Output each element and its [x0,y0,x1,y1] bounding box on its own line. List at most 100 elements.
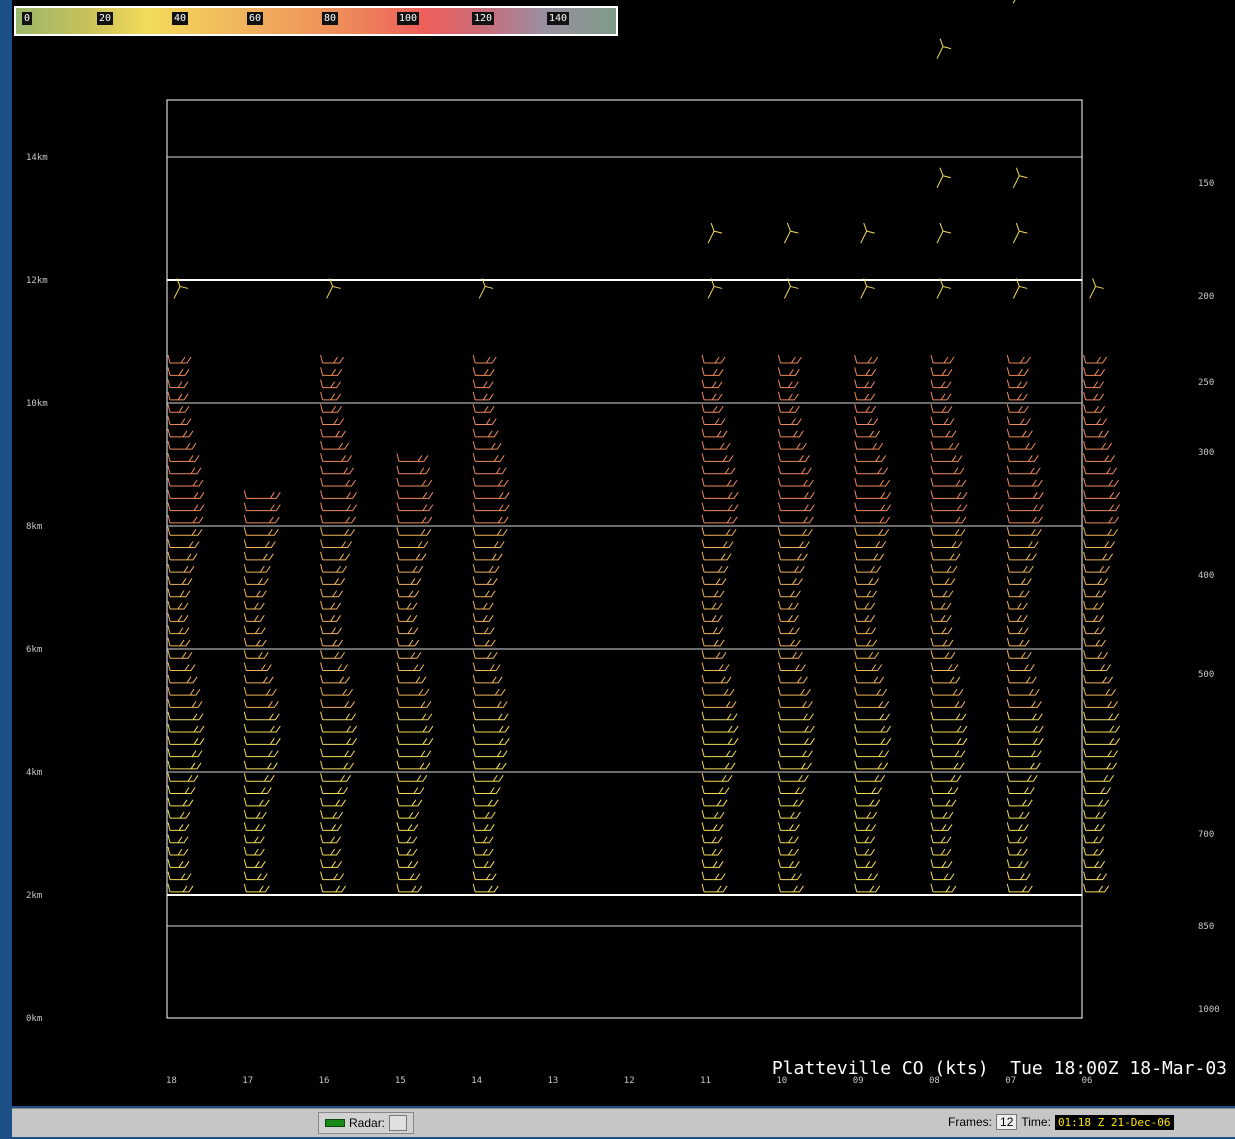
wind-barb [854,453,887,462]
wind-barb [701,834,723,844]
wind-barb [930,527,966,536]
wind-barb [701,514,738,524]
wind-barb [1083,539,1116,549]
wind-barb [472,662,501,672]
radar-toggle-button[interactable] [389,1115,408,1131]
height-tick-label: 6km [26,645,42,655]
wind-barb [396,736,434,745]
wind-barb [396,773,428,782]
wind-barb [243,797,270,807]
wind-barb [472,699,508,708]
wind-barb [396,846,418,856]
wind-barb [854,711,891,721]
wind-barb [701,883,728,893]
wind-barb [930,797,957,807]
wind-barb [320,391,342,401]
radar-control[interactable]: Radar: [318,1112,415,1134]
wind-barb [243,859,266,868]
wind-barb [243,576,269,585]
wind-barb [936,222,952,244]
frames-count-field[interactable]: 12 [996,1114,1018,1130]
wind-barb [320,453,353,462]
wind-barb [1006,760,1041,770]
wind-barb [701,588,725,598]
wind-barb [1006,699,1042,708]
wind-barb [243,637,267,647]
wind-barb [854,527,890,536]
wind-barb [936,38,952,59]
wind-barb [243,662,272,672]
wind-barb [396,551,427,561]
colorbar-label: 20 [97,12,114,25]
wind-barb [930,760,965,770]
time-tick-label: 07 [1005,1076,1016,1086]
wind-barb [320,551,351,561]
wind-barb [701,527,737,536]
wind-barb [1083,354,1108,364]
wind-barb [854,477,891,487]
wind-barb [701,600,723,610]
wind-barb [472,551,503,561]
wind-barb [1083,723,1121,733]
time-tick-label: 11 [700,1076,711,1086]
wind-barb [243,773,275,782]
wind-barb [1083,502,1121,512]
wind-barb [930,441,960,450]
wind-barb [396,490,434,499]
wind-barb [320,822,343,831]
height-tick-label: 8km [26,522,42,532]
wind-barb [701,736,739,745]
wind-barb [930,613,952,622]
wind-barb [243,711,280,721]
wind-barb [777,625,800,635]
wind-barb [930,773,962,782]
wind-barb [1006,723,1044,733]
wind-barb [930,846,952,856]
wind-barb [777,822,800,831]
wind-barb [854,846,876,856]
wind-profile-chart: 14km 12km 10km 8km 6km 4km 2km 0km 150 200 250 300… [26,0,1220,1086]
wind-barb [701,404,724,413]
wind-barb [777,441,807,450]
wind-barb [777,748,813,758]
wind-barb [1006,637,1030,647]
wind-barb [1006,477,1043,487]
wind-barb [930,637,954,647]
wind-barb [167,662,196,672]
wind-barb [930,551,961,561]
wind-barb [854,736,892,745]
wind-barb [701,539,734,549]
wind-barb [1006,613,1028,622]
wind-barb [472,576,498,585]
wind-barb [1006,797,1033,807]
wind-barb [472,773,504,782]
wind-barb [320,637,344,647]
wind-barb [472,441,502,450]
wind-barb [478,278,494,299]
wind-barb [777,416,802,426]
wind-barb [701,822,724,831]
wind-barb [320,785,349,795]
wind-barb [1006,822,1029,831]
wind-barb [930,883,957,893]
wind-barb [777,871,802,881]
colorbar-label: 100 [397,12,420,25]
wind-barb [167,687,201,696]
wind-barb [930,502,968,512]
wind-barb [930,465,965,475]
wind-barb [701,699,737,708]
height-tick-label: 12km [26,276,48,286]
wind-barb [854,797,881,807]
wind-barb [396,576,422,585]
wind-barb [167,871,192,881]
wind-barb [167,367,190,376]
wind-barb [243,822,266,831]
time-tick-label: 13 [548,1076,559,1086]
wind-barb [777,674,808,684]
wind-barb [854,748,890,758]
wind-barb [1083,576,1109,585]
wind-barb [701,416,726,426]
wind-barb [701,625,724,635]
pressure-tick-label: 1000 [1198,1005,1220,1015]
wind-barb [243,883,270,893]
